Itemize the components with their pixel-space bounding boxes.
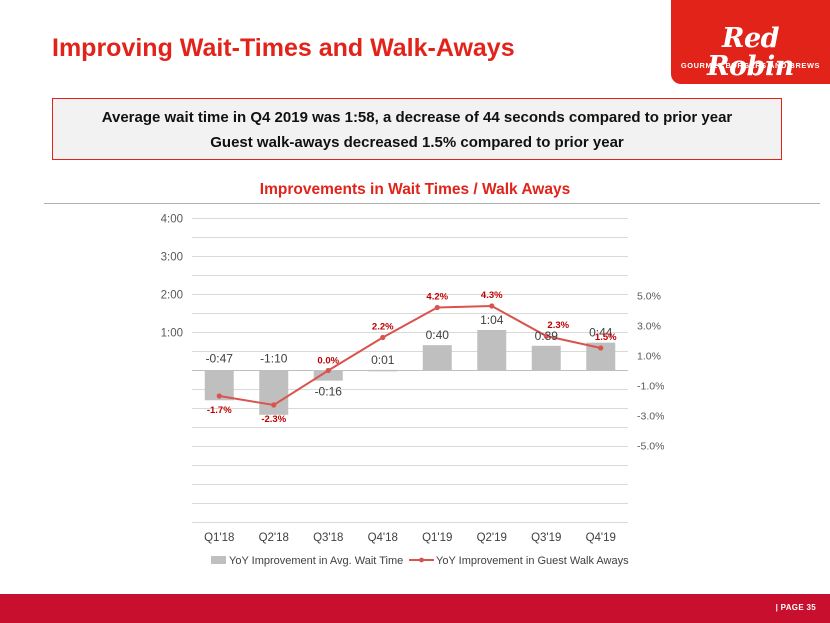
axes: 4:00 3:00 2:00 1:00 5.0% 3.0% 1.0% -1.0% -3.0% -5…: [161, 214, 665, 545]
chart-title: Improvements in Wait Times / Walk Aways: [259, 181, 571, 198]
left-axis-tick-label: 2:00: [161, 290, 183, 302]
walk-away-point: [380, 334, 386, 341]
walk-away-label: -1.7%: [207, 405, 232, 416]
right-axis-tick-label: 1.0%: [637, 351, 661, 363]
wait-time-label: -0:16: [315, 385, 343, 399]
wait-time-bar: [531, 345, 561, 371]
wait-time-label: -0:47: [206, 352, 234, 366]
walk-away-line: [219, 304, 601, 407]
footer-bar: | PAGE 35: [0, 594, 830, 623]
legend-label-wait-time: YoY Improvement in Avg. Wait Time: [229, 555, 403, 567]
walk-away-point: [271, 402, 277, 408]
category-label: Q2'19: [477, 532, 507, 544]
right-axis-tick-label: 5.0%: [637, 291, 661, 303]
callout-line-wait-time: Average wait time in Q4 2019 was 1:58, a…: [101, 109, 733, 126]
wait-time-bar: [368, 369, 398, 372]
wait-time-label: 0:39: [535, 329, 559, 343]
wait-time-label: 0:44: [589, 326, 613, 340]
wait-time-bar: [259, 370, 289, 415]
category-label: Q2'18: [259, 532, 289, 544]
logo-tagline: GOURMET BURGERS AND BREWS: [680, 61, 821, 70]
chart-legend: YoY Improvement in Avg. Wait Time YoY Imp…: [211, 555, 629, 567]
legend-label-walk-aways: YoY Improvement in Guest Walk Aways: [436, 555, 629, 567]
wait-time-bar: [422, 345, 452, 371]
category-label: Q1'18: [204, 532, 234, 544]
wait-time-bar: [313, 370, 343, 381]
callout-line-walk-aways: Guest walk-aways decreased 1.5% compared…: [210, 134, 624, 151]
page-number: | PAGE 35: [775, 603, 816, 612]
walk-away-point: [489, 303, 495, 309]
category-label: Q3'19: [531, 532, 561, 544]
wait-time-label: 0:01: [371, 353, 395, 367]
line-series: [216, 303, 604, 408]
wait-time-label: -1:10: [260, 352, 288, 366]
combo-chart: -0:47 -1:10 -0:16 0:01 0:40 1:04 0:39 0:44 -1.7%…: [161, 214, 665, 568]
category-label: Q3'18: [313, 532, 343, 544]
right-axis-tick-label: -1.0%: [637, 381, 664, 393]
wait-time-bar: [477, 329, 507, 371]
walk-away-point: [434, 304, 440, 311]
walk-away-point: [598, 345, 604, 351]
summary-callout: Average wait time in Q4 2019 was 1:58, a…: [52, 98, 782, 160]
left-axis-tick-label: 3:00: [161, 252, 183, 264]
gridlines: [192, 218, 628, 523]
right-axis-tick-label: -5.0%: [637, 441, 664, 453]
walk-away-label: 0.0%: [317, 356, 339, 367]
category-label: Q4'19: [586, 532, 616, 544]
walk-away-point: [543, 333, 549, 339]
walk-away-label: 4.2%: [426, 292, 448, 303]
walk-away-label: -2.3%: [261, 414, 286, 425]
walk-away-label: 2.3%: [547, 320, 569, 331]
left-axis-tick-label: 1:00: [161, 328, 183, 340]
category-label: Q4'18: [368, 532, 398, 544]
title-divider: [44, 203, 820, 204]
walk-away-label: 2.2%: [372, 322, 394, 333]
walk-away-point: [216, 393, 222, 399]
left-axis-tick-label: 4:00: [161, 214, 183, 226]
walk-away-label: 4.3%: [481, 290, 503, 301]
right-axis-tick-label: 3.0%: [637, 321, 661, 333]
wait-time-label: 0:40: [426, 328, 450, 342]
walk-away-label: 1.5%: [595, 332, 617, 343]
logo-wordmark: Red Robin: [707, 23, 794, 82]
slide-title: Improving Wait-Times and Walk-Aways: [52, 34, 515, 62]
right-axis-tick-label: -3.0%: [637, 411, 664, 423]
brand-logo: Red Robin GOURMET BURGERS AND BREWS: [671, 0, 830, 84]
category-label: Q1'19: [422, 532, 452, 544]
wait-time-label: 1:04: [480, 313, 504, 327]
data-labels: -0:47 -1:10 -0:16 0:01 0:40 1:04 0:39 0:44 -1.7%…: [206, 290, 618, 425]
legend-swatch-wait-time: [211, 556, 226, 564]
walk-away-point: [325, 367, 331, 374]
legend-marker-walk-aways: [419, 557, 424, 563]
